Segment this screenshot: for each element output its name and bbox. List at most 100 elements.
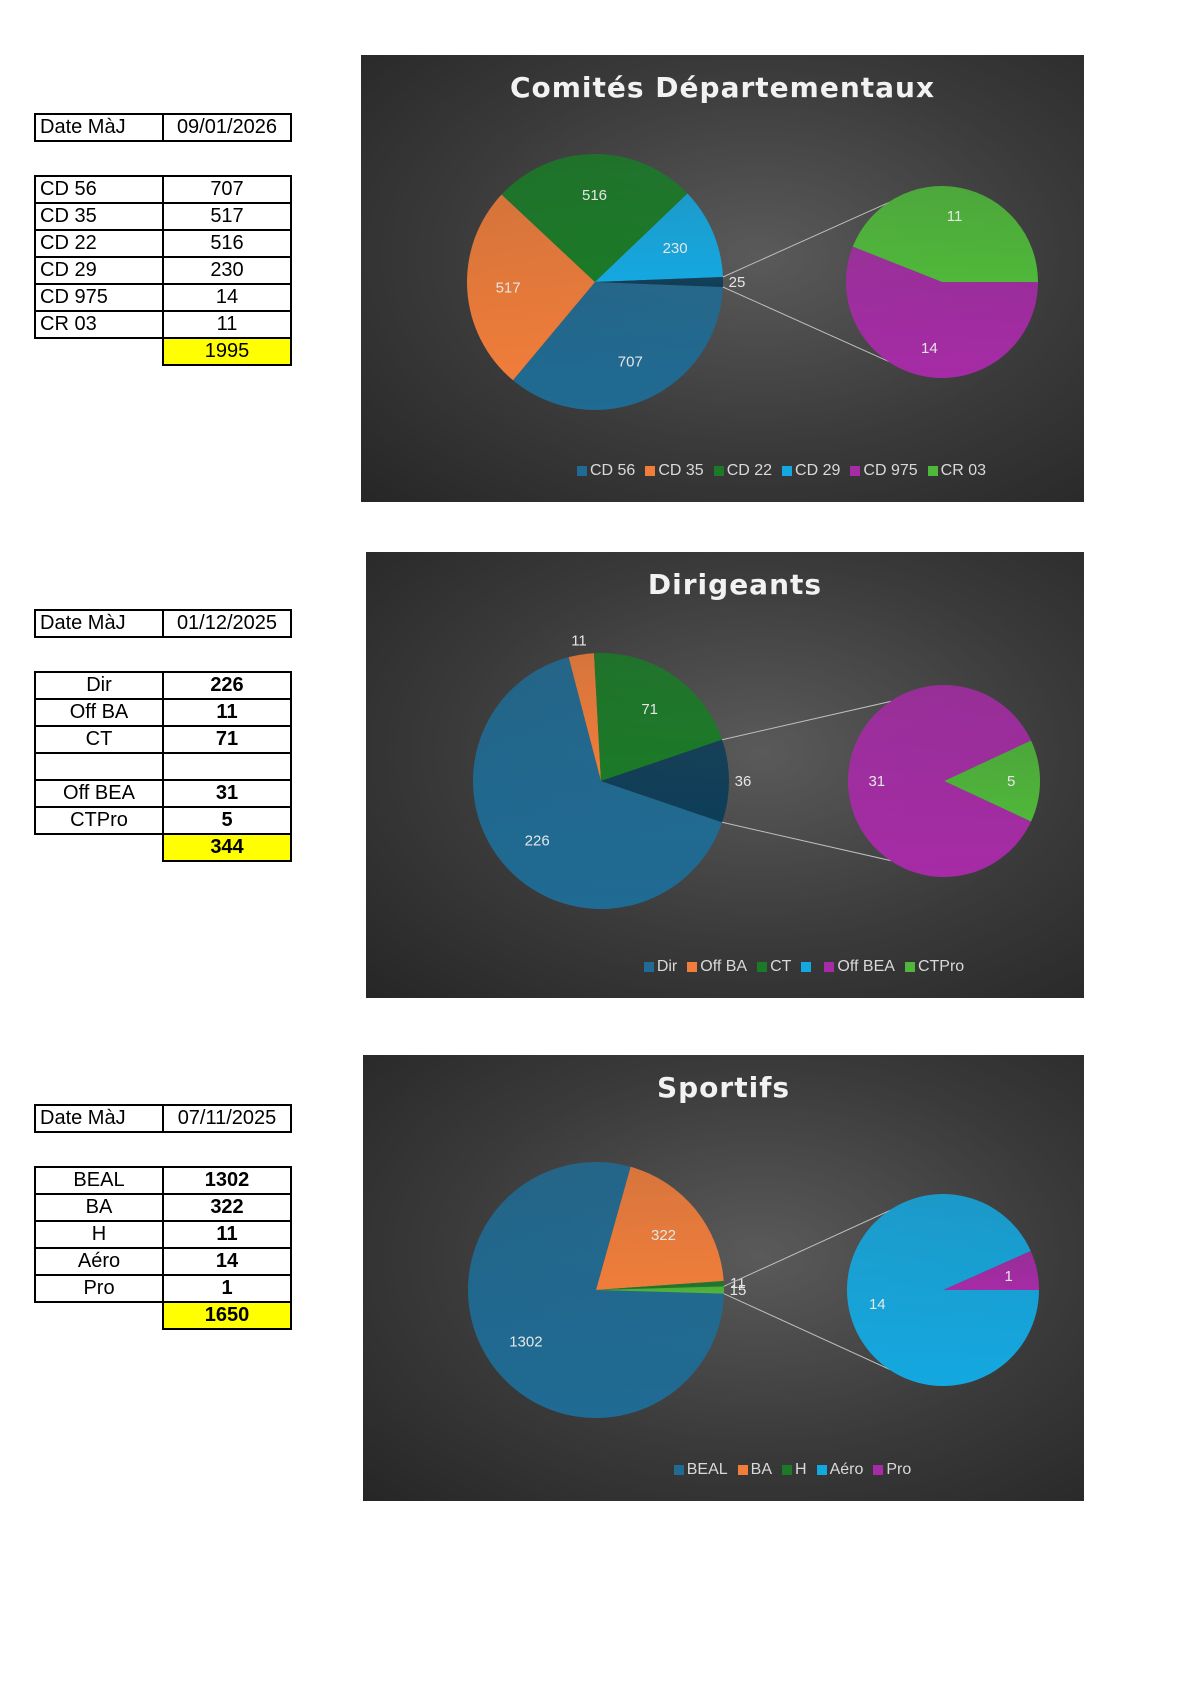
row-label: CD 35 bbox=[34, 202, 164, 231]
row-value bbox=[162, 752, 292, 781]
data-table-3: BEAL 1302 BA 322 H 11 Aéro 14 Pro 1 1650 bbox=[34, 1166, 292, 1330]
row-value: 517 bbox=[162, 202, 292, 231]
legend-label: CR 03 bbox=[940, 462, 987, 479]
data-label: 14 bbox=[921, 340, 938, 357]
table-row: Pro 1 bbox=[34, 1274, 292, 1303]
legend-label: CTPro bbox=[917, 958, 965, 975]
data-label: 1302 bbox=[509, 1334, 542, 1351]
legend-item: CTPro bbox=[904, 958, 965, 976]
table-row: CD 35 517 bbox=[34, 202, 292, 231]
legend-swatch bbox=[904, 961, 915, 972]
data-label: 31 bbox=[868, 773, 885, 790]
date-value: 09/01/2026 bbox=[162, 113, 292, 142]
total-row: 1995 bbox=[35, 337, 292, 366]
row-value: 226 bbox=[162, 671, 292, 700]
table-row: CD 975 14 bbox=[34, 283, 292, 312]
table-row: Off BEA 31 bbox=[34, 779, 292, 808]
legend-swatch bbox=[687, 961, 698, 972]
legend-label: CD 35 bbox=[658, 462, 704, 479]
legend-item: Off BEA bbox=[824, 958, 895, 976]
data-label: 322 bbox=[651, 1227, 676, 1244]
chart-canvas: 707 517 516 230 25 11 14 bbox=[467, 153, 1038, 410]
legend-swatch bbox=[757, 961, 768, 972]
pie-slice bbox=[943, 1250, 1039, 1290]
total-value: 1650 bbox=[162, 1301, 292, 1330]
date-table-3: Date MàJ 07/11/2025 bbox=[34, 1104, 292, 1133]
row-value: 11 bbox=[162, 310, 292, 339]
data-label: 516 bbox=[582, 187, 607, 204]
pie-slice bbox=[593, 652, 723, 781]
date-label: Date MàJ bbox=[34, 609, 164, 638]
legend-swatch bbox=[673, 1464, 684, 1475]
legend-item: CD 35 bbox=[645, 462, 704, 480]
table-row: CD 56 707 bbox=[34, 175, 292, 204]
table-row: Dir 226 bbox=[34, 671, 292, 700]
row-value: 14 bbox=[162, 283, 292, 312]
pie-slice bbox=[568, 653, 601, 781]
legend-item: CR 03 bbox=[927, 462, 987, 480]
chart-comites: Comités Départementaux 707 517 516 230 25 11 1… bbox=[361, 55, 1084, 502]
row-value: 516 bbox=[162, 229, 292, 258]
legend-item: Aéro bbox=[816, 1461, 864, 1479]
date-table-1: Date MàJ 09/01/2026 bbox=[34, 113, 292, 142]
table-row: Off BA 11 bbox=[34, 698, 292, 727]
row-label: CD 29 bbox=[34, 256, 164, 285]
row-label: H bbox=[34, 1220, 164, 1249]
connector-line bbox=[722, 201, 890, 278]
row-label: BEAL bbox=[34, 1166, 164, 1195]
legend-item: BEAL bbox=[673, 1461, 728, 1479]
date-label: Date MàJ bbox=[34, 113, 164, 142]
table-row: H 11 bbox=[34, 1220, 292, 1249]
connector-line bbox=[723, 1209, 891, 1287]
data-label: 25 bbox=[729, 274, 746, 291]
row-value: 31 bbox=[162, 779, 292, 808]
chart-sportifs: Sportifs 1302 322 11 15 1 14 BEAL BA H Aéro Pro bbox=[363, 1055, 1084, 1501]
legend-label: Off BA bbox=[700, 958, 748, 975]
chart-canvas: 226 11 71 36 5 31 bbox=[472, 633, 1041, 909]
legend-label: CD 975 bbox=[863, 462, 918, 479]
legend-swatch bbox=[782, 1464, 792, 1475]
row-label: CTPro bbox=[34, 806, 164, 835]
legend-swatch bbox=[713, 465, 724, 476]
chart-title: Sportifs bbox=[656, 1071, 791, 1104]
legend-item: CD 22 bbox=[713, 462, 772, 480]
pie-slice bbox=[501, 153, 688, 282]
chart-dirigeants: Dirigeants 226 11 71 36 5 31 Dir Off BA CT Off B… bbox=[366, 552, 1084, 998]
row-value: 707 bbox=[162, 175, 292, 204]
legend-label: Pro bbox=[886, 1461, 912, 1478]
date-value: 07/11/2025 bbox=[162, 1104, 292, 1133]
legend-swatch bbox=[576, 465, 587, 476]
legend-swatch bbox=[850, 465, 861, 476]
pie-slice bbox=[468, 1161, 724, 1418]
row-label bbox=[34, 752, 164, 781]
pie-slice bbox=[595, 276, 723, 288]
table-row: CT 71 bbox=[34, 725, 292, 754]
data-label: 226 bbox=[525, 832, 550, 849]
legend-label: BA bbox=[750, 1461, 772, 1478]
row-label: BA bbox=[34, 1193, 164, 1222]
pie-slice bbox=[944, 740, 1041, 822]
row-label: CD 56 bbox=[34, 175, 164, 204]
table-row bbox=[34, 752, 292, 781]
table-row: BEAL 1302 bbox=[34, 1166, 292, 1195]
row-value: 11 bbox=[162, 698, 292, 727]
chart-legend: BEAL BA H Aéro Pro bbox=[503, 1461, 1084, 1479]
pie-slice bbox=[467, 194, 595, 381]
chart-legend: Dir Off BA CT Off BEA CTPro bbox=[526, 958, 1084, 976]
data-label: 707 bbox=[618, 354, 643, 371]
pie-slice bbox=[601, 739, 729, 823]
legend-swatch bbox=[782, 465, 793, 476]
connector-line bbox=[723, 1293, 891, 1371]
legend-item: Dir bbox=[643, 958, 678, 976]
row-value: 1 bbox=[162, 1274, 292, 1303]
legend-item bbox=[801, 958, 814, 976]
legend-label: BEAL bbox=[686, 1461, 728, 1478]
connector-line bbox=[722, 286, 890, 363]
legend-label: Aéro bbox=[829, 1461, 864, 1478]
chart-legend: CD 56 CD 35 CD 22 CD 29 CD 975 CR 03 bbox=[481, 462, 1084, 480]
row-label: Off BEA bbox=[34, 779, 164, 808]
row-label: Aéro bbox=[34, 1247, 164, 1276]
legend-label: Dir bbox=[656, 958, 678, 975]
table-row: CTPro 5 bbox=[34, 806, 292, 835]
date-value: 01/12/2025 bbox=[162, 609, 292, 638]
